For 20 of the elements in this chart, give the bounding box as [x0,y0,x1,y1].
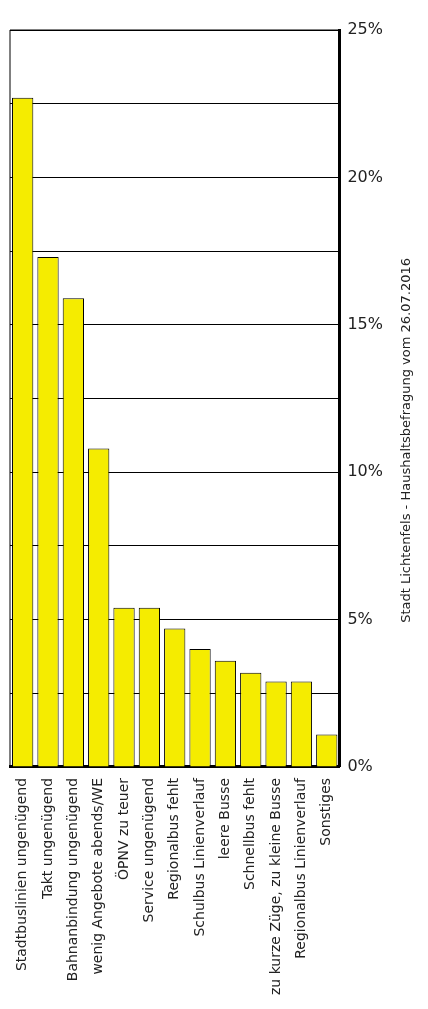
x-tick-label: Takt ungenügend [38,777,55,901]
text: Stadt Lichtenfels - Haushaltsbefragung vom 26.07.2016 [398,258,413,623]
x-tick-label: Schnellbus fehlt [241,777,258,890]
x-tick-label: Service ungenügend [140,777,157,923]
x-tick-label: Schulbus Linienverlauf [190,776,207,937]
x-tick-label: Regionalbus fehlt [165,777,182,900]
x-tick-label: Stadtbuslinien ungenügend [13,777,30,972]
x-tick-label: wenig Angebote abends/WE [89,777,106,975]
y-tick-label: 15% [347,313,383,333]
y-tick-label: 0% [347,756,373,776]
x-tick-label: Bahnanbindung ungenügend [63,777,80,982]
y-tick-label: 5% [347,608,373,628]
x-tick-label: zu kurze Züge, zu kleine Busse [266,777,283,996]
x-tick-label: leere Busse [216,777,233,860]
x-tick-label: Regionalbus Linienverlauf [292,776,309,959]
x-tick-label: Sonstiges [317,777,334,846]
y-tick-label: 10% [347,461,383,481]
x-tick-label: ÖPNV zu teuer [113,777,131,880]
y-tick-label: 20% [347,166,383,186]
y-tick-label: 25% [347,19,383,39]
